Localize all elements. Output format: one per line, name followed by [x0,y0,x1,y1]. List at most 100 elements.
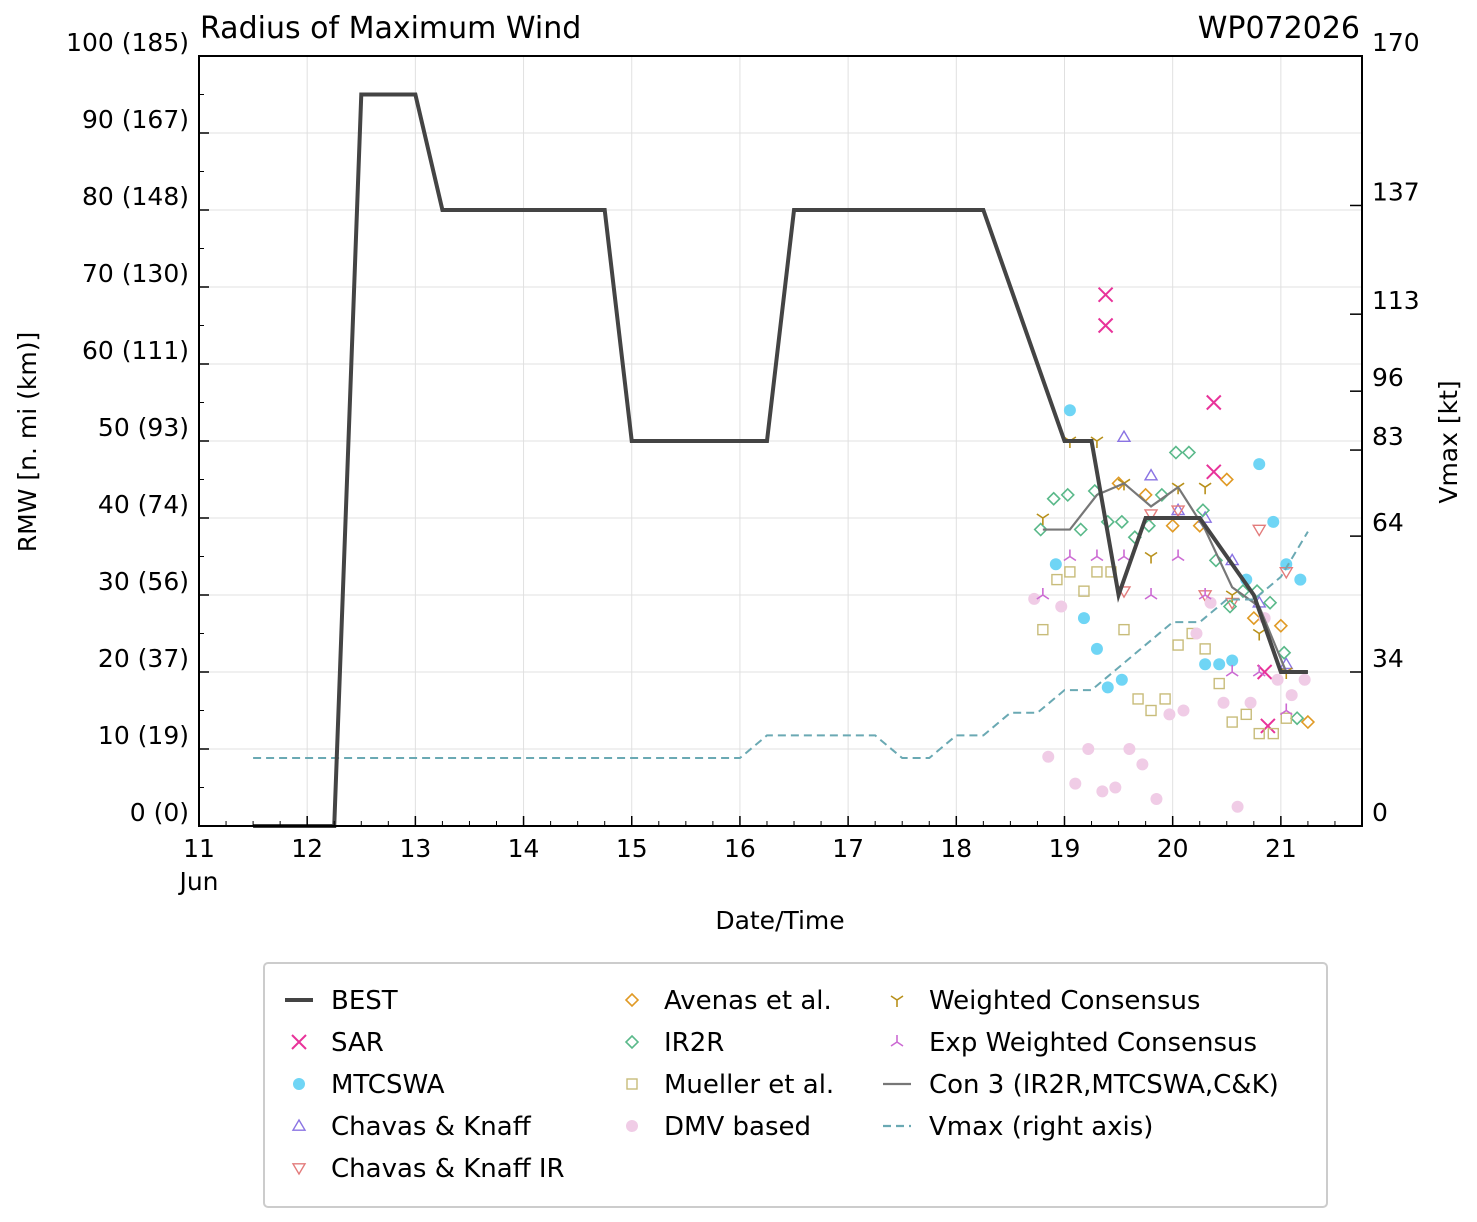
legend-handle [626,1078,638,1090]
data-point [1252,628,1266,641]
y2-tick-label: 83 [1372,422,1404,451]
data-point [1090,549,1104,562]
data-point [1199,643,1211,655]
data-point [1244,696,1257,709]
data-point [1168,445,1184,460]
data-point [1063,549,1077,562]
data-point [1042,750,1055,763]
y2-tick-label: 137 [1372,177,1420,206]
data-point [1298,673,1311,686]
storm-id: WP072026 [1198,11,1360,46]
data-point [1114,514,1129,529]
data-point [1144,588,1158,600]
legend-item: Chavas & Knaff IR [291,1154,565,1184]
y-axis-label: RMW [n. mi (km)] [13,332,42,552]
series-dmv-based [1028,592,1311,813]
legend-handle [291,1163,307,1176]
data-point [1078,585,1090,597]
series-weighted-consensus [1036,436,1293,679]
legend-label: IR2R [664,1028,724,1058]
plot-series [253,92,1316,828]
y-tick-label: 100 (185) [66,28,189,57]
data-point [1199,658,1212,671]
legend-item: MTCSWA [293,1070,445,1100]
x-tick-label: 13 [399,834,431,863]
data-point [1077,612,1090,625]
legend-item: Mueller et al. [626,1070,834,1100]
y-tick-label: 60 (111) [82,336,189,365]
data-point [1198,588,1212,600]
data-point [1267,727,1279,740]
y2-tick-label: 170 [1372,28,1420,57]
data-point [1143,468,1159,481]
legend-label: Chavas & Knaff IR [331,1154,565,1184]
data-point [1226,654,1239,667]
data-point [1213,658,1226,671]
data-point [1101,681,1114,694]
x-tick-label: 17 [832,834,864,863]
data-point [1197,510,1213,523]
series-con-3-ir2r-mtcswa-c-k [1042,482,1308,674]
legend-handle [890,1035,904,1047]
data-point [1096,785,1109,798]
data-point [1115,673,1128,686]
data-point [1118,623,1130,636]
legend-handle [624,992,640,1008]
data-point [1226,716,1238,728]
data-point [1172,639,1184,651]
data-point [1090,436,1104,448]
legend-item: Chavas & Knaff [291,1112,532,1142]
y2-axis-label: Vmax [kt] [1434,380,1463,503]
data-point [1231,800,1244,813]
data-point [1132,693,1144,705]
data-point [1204,596,1217,609]
series-ir2r [1033,445,1305,726]
legend-item: Con 3 (IR2R,MTCSWA,C&K) [883,1070,1279,1100]
y-tick-label: 10 (19) [98,721,189,750]
data-point [1252,665,1266,677]
data-point [1171,549,1185,562]
series-sar [1097,286,1276,734]
data-point [1123,743,1136,755]
data-point [1090,642,1103,655]
y-tick-label: 90 (167) [82,105,189,134]
legend-label: Weighted Consensus [929,986,1200,1016]
data-point [1046,491,1061,506]
data-point [1253,458,1266,471]
y-tick-label: 20 (37) [98,644,189,673]
data-point [1036,588,1050,600]
data-point [1217,696,1230,709]
data-point [1159,693,1171,705]
data-point [1028,592,1041,605]
legend-label: SAR [331,1028,384,1058]
legend-label: BEST [331,986,398,1016]
legend-handle [293,1078,305,1090]
series-mueller-et-al [1037,566,1292,740]
data-point [1144,551,1158,564]
data-point [1163,708,1176,721]
x-tick-label: 15 [616,834,648,863]
data-point [1285,689,1298,702]
data-point [1091,566,1103,578]
legend-handle [626,1120,638,1132]
data-point [1190,627,1203,640]
data-point [1037,623,1049,636]
legend-label: Con 3 (IR2R,MTCSWA,C&K) [929,1070,1279,1100]
series-mtcswa [1049,404,1307,694]
data-point [1073,522,1088,537]
data-point [1206,394,1222,411]
data-point [1033,522,1048,537]
y-tick-label: 50 (93) [98,413,189,442]
data-point [1294,573,1307,586]
series-best [253,92,1308,828]
data-point [1181,445,1197,460]
legend-item: Avenas et al. [624,986,832,1016]
data-point [1117,549,1131,562]
legend-item: IR2R [624,1028,724,1058]
data-point [1145,704,1157,717]
legend: BEST SAR MTCSWA Chavas & Knaff Chavas & Knaf… [263,962,1328,1208]
data-point [1280,712,1292,724]
x-axis-label: Date/Time [715,906,844,935]
data-point [1136,758,1149,771]
y2-tick-label: 96 [1372,363,1404,392]
